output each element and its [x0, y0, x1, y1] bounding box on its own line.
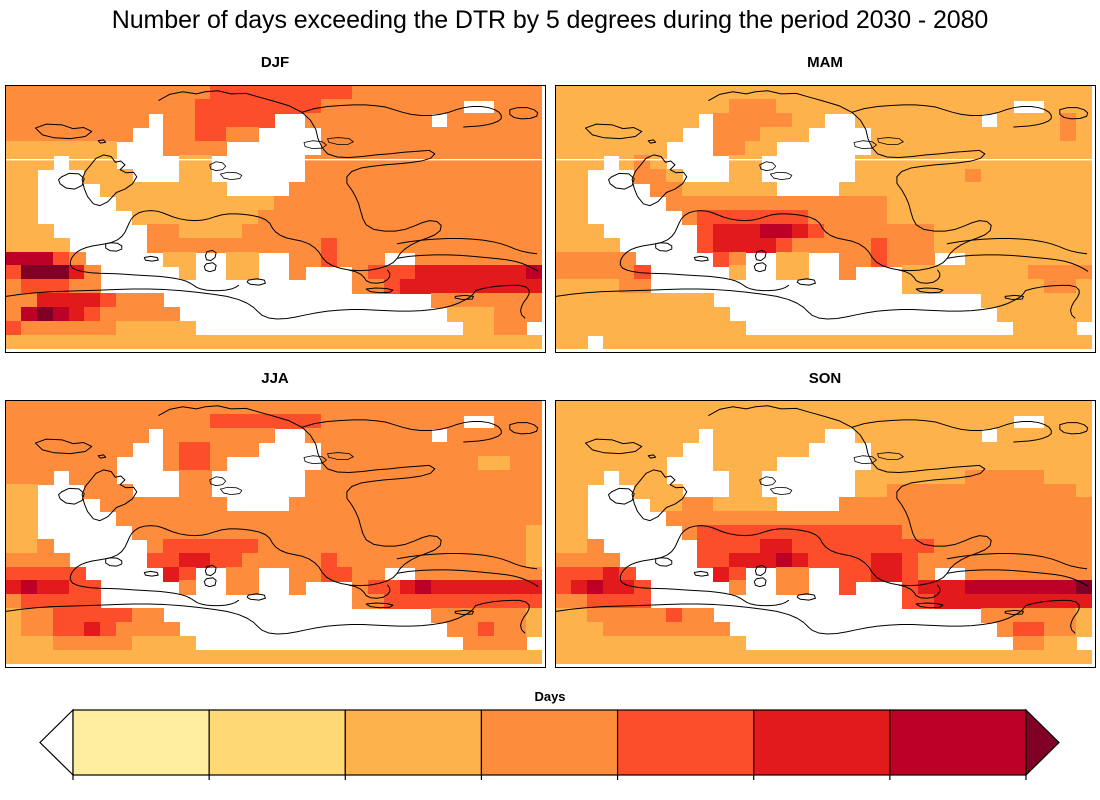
figure-title: Number of days exceeding the DTR by 5 de… — [111, 6, 989, 34]
map-canvas-jja — [6, 401, 542, 664]
map-canvas-son — [556, 401, 1092, 664]
panel-title-jja: JJA — [261, 370, 289, 387]
colorbar-bin-6[interactable] — [889, 709, 1027, 776]
colorbar-bin-4[interactable] — [616, 709, 755, 776]
map-panel-mam — [555, 85, 1096, 353]
colorbar-bin-0[interactable] — [72, 709, 210, 776]
colorbar-bin-5[interactable] — [753, 709, 891, 776]
panel-title-son: SON — [808, 370, 842, 387]
panel-title-mam: MAM — [807, 54, 843, 71]
colorbar: 02468101214 — [30, 706, 1070, 780]
map-panel-jja — [5, 400, 546, 668]
panel-title-djf: DJF — [260, 54, 290, 71]
colorbar-bin-1[interactable] — [208, 709, 346, 776]
colorbar-under-arrow — [39, 708, 74, 777]
colorbar-bin-3[interactable] — [480, 709, 619, 776]
map-canvas-mam — [556, 86, 1092, 349]
map-canvas-djf — [6, 86, 542, 349]
colorbar-bin-2[interactable] — [344, 709, 483, 776]
colorbar-title: Days — [534, 689, 566, 704]
colorbar-svg: 02468101214 — [39, 708, 1060, 780]
colorbar-over-arrow — [1025, 708, 1060, 777]
map-panel-son — [555, 400, 1096, 668]
map-panel-djf — [5, 85, 546, 353]
